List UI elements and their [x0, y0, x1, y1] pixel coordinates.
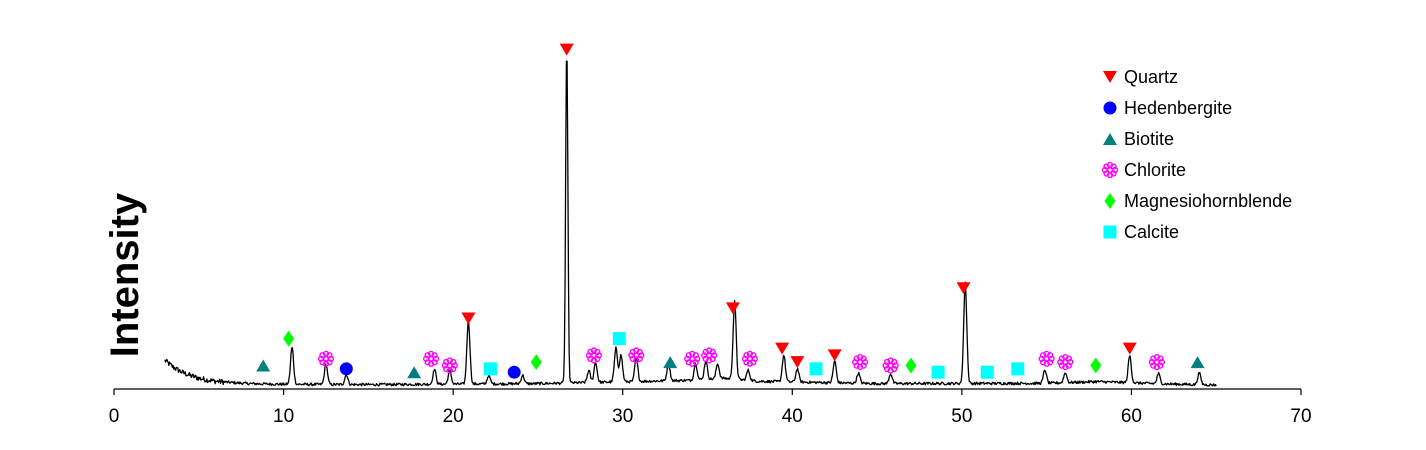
chlorite-marker-11 [1038, 350, 1055, 367]
x-tick-label-50: 50 [951, 406, 972, 427]
x-tick-label-0: 0 [109, 406, 120, 427]
x-tick-label-40: 40 [782, 406, 803, 427]
chlorite-marker-5 [628, 347, 645, 364]
calcite-marker-5 [980, 365, 994, 379]
quartz-marker-1 [461, 312, 476, 325]
magnesiohornblende-marker-4 [1090, 357, 1102, 374]
quartz-marker-6 [827, 349, 842, 362]
legend-magnesiohornblende-label: Magnesiohornblende [1124, 191, 1292, 211]
legend-biotite-label: Biotite [1124, 129, 1174, 149]
x-tick-label-20: 20 [443, 406, 464, 427]
x-tick-label-60: 60 [1121, 406, 1142, 427]
legend-hedenbergite-symbol [1103, 101, 1117, 115]
biotite-marker-1 [256, 359, 271, 372]
calcite-marker-6 [1011, 362, 1025, 376]
x-tick-label-10: 10 [273, 406, 294, 427]
legend-quartz-label: Quartz [1124, 67, 1178, 87]
legend: Quartz Hedenbergite Biotite Chlorite Magnesi… [1101, 67, 1292, 242]
biotite-marker-4 [1190, 356, 1205, 369]
chlorite-marker-6 [684, 350, 701, 367]
chlorite-marker-12 [1057, 354, 1074, 371]
biotite-marker-3 [663, 356, 678, 369]
calcite-marker-3 [809, 362, 823, 376]
legend-hedenbergite-label: Hedenbergite [1124, 98, 1232, 118]
chlorite-marker-9 [851, 354, 869, 371]
chlorite-marker-2 [423, 350, 440, 367]
phase-markers [256, 43, 1205, 379]
x-axis-ticks [113, 389, 1302, 395]
magnesiohornblende-marker-3 [905, 357, 917, 374]
hedenbergite-marker-2 [507, 365, 521, 379]
quartz-marker-2 [559, 43, 574, 56]
magnesiohornblende-marker-2 [530, 354, 542, 371]
x-axis-tick-labels: 0 10 20 30 40 50 60 70 [109, 406, 1312, 427]
legend-chlorite-label: Chlorite [1124, 160, 1186, 180]
chlorite-marker-3 [441, 357, 458, 374]
legend-biotite-symbol [1103, 133, 1117, 145]
chlorite-marker-1 [317, 350, 335, 367]
legend-calcite-label: Calcite [1124, 222, 1179, 242]
legend-calcite-symbol [1103, 225, 1117, 239]
xrd-pattern-line [164, 60, 1217, 387]
calcite-marker-1 [483, 362, 497, 376]
quartz-marker-8 [1122, 342, 1137, 355]
calcite-marker-2 [612, 332, 626, 346]
chlorite-marker-7 [701, 347, 718, 364]
legend-quartz-symbol [1103, 71, 1117, 83]
chlorite-marker-8 [741, 350, 759, 367]
x-tick-label-70: 70 [1290, 406, 1311, 427]
legend-chlorite-symbol [1101, 161, 1119, 179]
quartz-marker-7 [956, 282, 971, 295]
x-tick-label-30: 30 [612, 406, 633, 427]
legend-magnesiohornblende-symbol [1104, 193, 1116, 209]
chlorite-marker-13 [1148, 354, 1166, 371]
hedenbergite-marker-1 [339, 362, 353, 376]
chlorite-marker-4 [585, 347, 603, 364]
quartz-marker-3 [725, 302, 740, 315]
calcite-marker-4 [931, 365, 945, 379]
y-axis-label: Intensity [103, 192, 147, 357]
chlorite-marker-10 [882, 357, 899, 374]
quartz-marker-5 [790, 356, 805, 369]
biotite-marker-2 [407, 366, 422, 379]
magnesiohornblende-marker-1 [283, 330, 295, 347]
quartz-marker-4 [775, 342, 790, 355]
